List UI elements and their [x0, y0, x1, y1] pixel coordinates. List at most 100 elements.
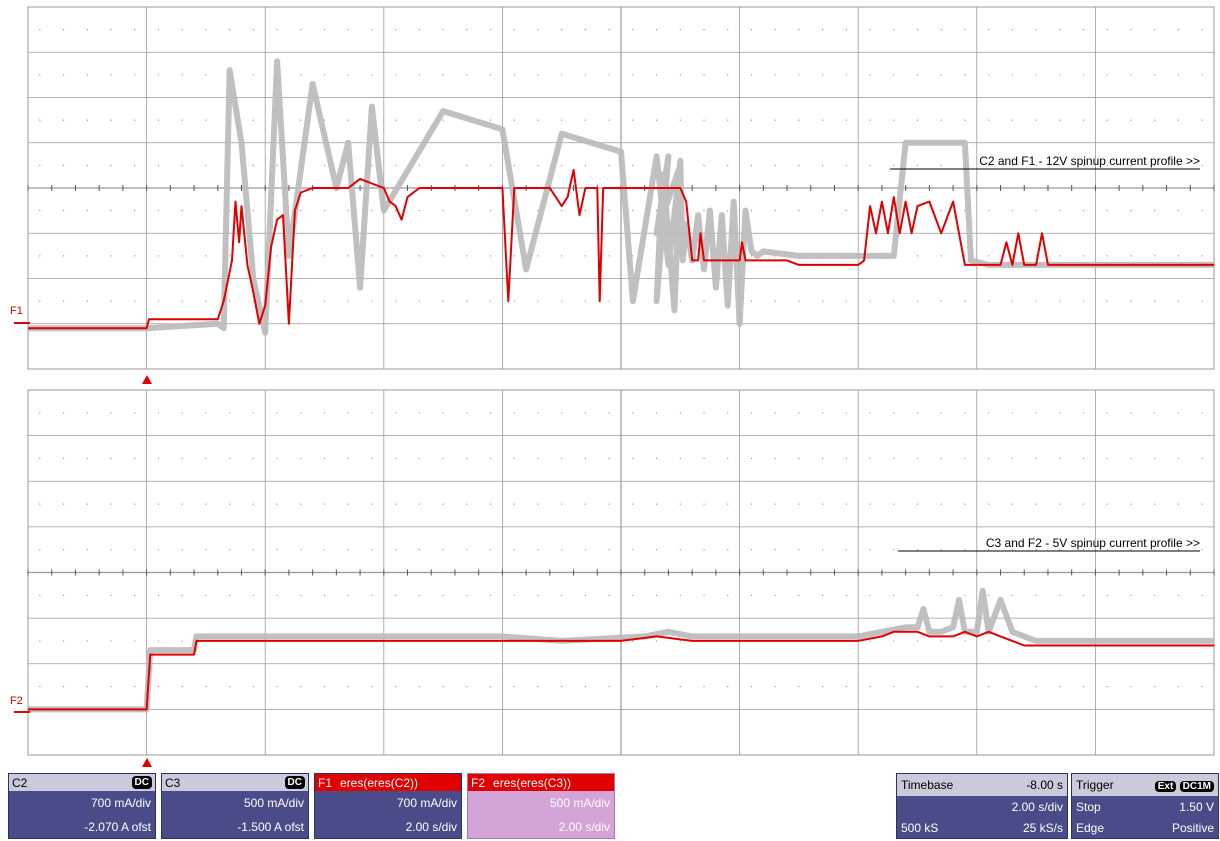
grid-dot	[39, 300, 41, 302]
grid-dot	[750, 210, 753, 212]
trigger-panel[interactable]: Trigger Ext DC1M Stop 1.50 V Edge Positive	[1071, 773, 1219, 839]
grid-dot	[1011, 503, 1013, 505]
grid-dot	[1130, 74, 1132, 76]
grid-dot	[371, 594, 373, 596]
trigger-slope: Positive	[1171, 820, 1214, 835]
grid-dot	[679, 640, 681, 642]
grid-dot	[86, 29, 88, 31]
grid-dot	[608, 255, 610, 257]
grid-dot	[964, 74, 966, 76]
grid-dot	[1201, 685, 1203, 688]
grid-dot	[774, 412, 776, 414]
grid-dot	[110, 74, 112, 76]
grid-dot	[205, 164, 207, 166]
function-f1-panel[interactable]: F1 eres(eres(C2)) 700 mA/div 2.00 s/div	[314, 773, 462, 839]
grid-dot	[561, 210, 563, 212]
grid-dot	[774, 164, 776, 166]
grid-dot	[1154, 210, 1156, 212]
grid-dot	[134, 594, 136, 596]
timebase-rate: 2.00 s/div	[1011, 799, 1063, 814]
grid-dot	[442, 119, 444, 121]
grid-dot	[62, 29, 65, 31]
grid-dot	[157, 74, 160, 76]
grid-dot	[395, 119, 397, 121]
grid-dot	[1130, 210, 1132, 212]
grid-dot	[1154, 549, 1156, 551]
trigger-source-badge: Ext	[1154, 780, 1177, 792]
grid-dot	[584, 457, 587, 460]
grid-dot	[727, 210, 729, 212]
grid-dot	[988, 119, 990, 121]
grid-dot	[774, 503, 776, 505]
grid-dot	[988, 300, 990, 302]
grid-dot	[916, 457, 919, 460]
grid-dot	[1011, 300, 1013, 302]
grid-dot	[1059, 210, 1061, 212]
grid-dot	[727, 503, 729, 505]
grid-dot	[1059, 255, 1061, 257]
grid-dot	[110, 503, 112, 505]
grid-dot	[537, 685, 539, 688]
grid-dot	[537, 164, 539, 166]
function-f2-panel[interactable]: F2 eres(eres(C3)) 500 mA/div 2.00 s/div	[467, 773, 615, 839]
grid-dot	[1154, 457, 1156, 460]
grid-dot	[418, 210, 420, 212]
grid-dot	[537, 412, 539, 414]
grid-dot	[1130, 594, 1132, 596]
trigger-marker-bottom-icon[interactable]	[142, 758, 152, 767]
grid-dot	[62, 412, 65, 414]
grid-dot	[822, 457, 824, 460]
grid-dot	[300, 255, 302, 257]
grid-dot	[537, 210, 539, 212]
grid-dot	[561, 300, 563, 302]
grid-dot	[822, 412, 824, 414]
grid-dot	[822, 503, 824, 505]
grid-dot	[679, 119, 681, 121]
grid-dot	[940, 29, 942, 31]
grid-dot	[537, 549, 539, 551]
grid-dot	[1059, 300, 1061, 302]
grid-dot	[1082, 164, 1085, 166]
grid-dot	[774, 457, 776, 460]
grid-dot	[489, 255, 492, 257]
grid-dot	[964, 210, 966, 212]
channel-c3-panel[interactable]: C3 DC 500 mA/div -1.500 A ofst	[161, 773, 309, 839]
grid-dot	[774, 300, 776, 302]
channel-c2-panel[interactable]: C2 DC 700 mA/div -2.070 A ofst	[8, 773, 156, 839]
grid-dot	[466, 255, 468, 257]
grid-dot	[845, 457, 847, 460]
grid-dot	[798, 74, 800, 76]
grid-dot	[418, 119, 420, 121]
grid-dot	[1130, 457, 1132, 460]
grid-dot	[110, 119, 112, 121]
grid-dot	[822, 29, 824, 31]
grid-dot	[39, 255, 41, 257]
grid-dot	[39, 74, 41, 76]
grid-dot	[205, 29, 207, 31]
grid-dot	[632, 412, 634, 414]
grid-dot	[371, 300, 373, 302]
grid-dot	[893, 594, 895, 596]
grid-dot	[822, 549, 824, 551]
grid-dot	[655, 594, 658, 596]
grid-dot	[181, 503, 183, 505]
function-f1-id: F1	[318, 775, 333, 790]
grid-dot	[750, 119, 753, 121]
grid-dot	[229, 457, 231, 460]
grid-dot	[845, 29, 847, 31]
grid-dot	[845, 300, 847, 302]
grid-dot	[964, 29, 966, 31]
grid-dot	[1011, 29, 1013, 31]
trigger-marker-top-icon[interactable]	[142, 375, 152, 384]
grid-dot	[418, 594, 420, 596]
grid-dot	[1106, 412, 1108, 414]
grid-dot	[750, 300, 753, 302]
grid-dot	[893, 685, 895, 688]
timebase-panel[interactable]: Timebase -8.00 s 2.00 s/div 500 kS 25 kS/s	[896, 773, 1068, 839]
grid-dot	[1011, 457, 1013, 460]
grid-dot	[655, 640, 658, 642]
grid-dot	[608, 119, 610, 121]
grid-dot	[39, 29, 41, 31]
grid-dot	[300, 594, 302, 596]
grid-dot	[940, 74, 942, 76]
